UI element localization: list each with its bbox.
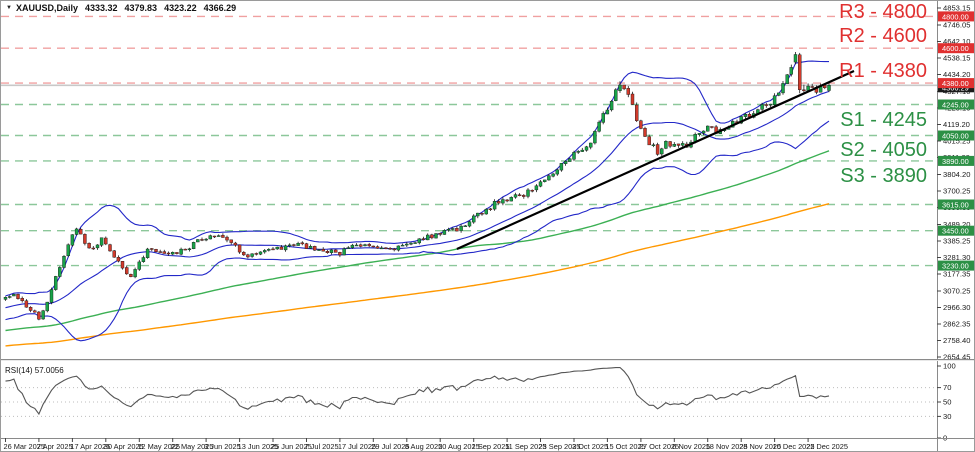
svg-text:27 Oct 2025: 27 Oct 2025 xyxy=(639,442,679,451)
svg-text:50: 50 xyxy=(943,398,951,407)
svg-text:23 Sep 2025: 23 Sep 2025 xyxy=(539,442,581,451)
svg-text:4642.10: 4642.10 xyxy=(943,37,970,46)
svg-text:3230.00: 3230.00 xyxy=(942,262,969,271)
chart-title-bar: ▼ XAUUSD,Daily 4333.32 4379.83 4323.22 4… xyxy=(6,3,236,13)
sr-label-S2[interactable]: S2 - 4050 xyxy=(840,139,927,162)
svg-text:2758.40: 2758.40 xyxy=(943,336,970,345)
svg-text:6 Nov 2025: 6 Nov 2025 xyxy=(672,442,710,451)
svg-text:2966.30: 2966.30 xyxy=(943,303,970,312)
svg-text:22 May 2025: 22 May 2025 xyxy=(171,442,214,451)
svg-text:4746.05: 4746.05 xyxy=(943,21,970,30)
svg-text:3385.25: 3385.25 xyxy=(943,237,970,246)
svg-text:7 Apr 2025: 7 Apr 2025 xyxy=(37,442,73,451)
svg-text:15 Oct 2025: 15 Oct 2025 xyxy=(605,442,645,451)
svg-text:4050.00: 4050.00 xyxy=(942,132,969,141)
svg-text:3 Oct 2025: 3 Oct 2025 xyxy=(572,442,608,451)
svg-text:29 Jul 2025: 29 Jul 2025 xyxy=(371,442,409,451)
svg-text:4538.15: 4538.15 xyxy=(943,54,970,63)
svg-text:4015.25: 4015.25 xyxy=(943,137,970,146)
ohlc-high: 4379.83 xyxy=(124,3,158,13)
svg-text:3177.35: 3177.35 xyxy=(943,270,970,279)
ohlc-close: 4366.29 xyxy=(203,3,237,13)
svg-text:17 Jul 2025: 17 Jul 2025 xyxy=(338,442,376,451)
svg-text:17 Apr 2025: 17 Apr 2025 xyxy=(70,442,110,451)
svg-text:2654.45: 2654.45 xyxy=(943,353,970,362)
svg-text:70: 70 xyxy=(943,383,951,392)
svg-text:20 Aug 2025: 20 Aug 2025 xyxy=(438,442,480,451)
svg-text:26 Mar 2025: 26 Mar 2025 xyxy=(4,442,46,451)
svg-text:3804.20: 3804.20 xyxy=(943,170,970,179)
collapse-arrow-icon[interactable]: ▼ xyxy=(6,5,12,11)
svg-text:11 Sep 2025: 11 Sep 2025 xyxy=(505,442,546,451)
sr-label-R2[interactable]: R2 - 4600 xyxy=(839,25,927,48)
svg-text:30: 30 xyxy=(943,412,951,421)
svg-text:4245.00: 4245.00 xyxy=(942,101,969,110)
svg-text:4853.15: 4853.15 xyxy=(943,4,970,13)
svg-text:7 Jul 2025: 7 Jul 2025 xyxy=(305,442,339,451)
svg-text:3700.25: 3700.25 xyxy=(943,187,970,196)
svg-text:25 Jun 2025: 25 Jun 2025 xyxy=(271,442,312,451)
svg-text:3890.00: 3890.00 xyxy=(942,157,969,166)
svg-text:4800.00: 4800.00 xyxy=(942,12,969,21)
svg-text:8 Aug 2025: 8 Aug 2025 xyxy=(405,442,442,451)
svg-text:4119.20: 4119.20 xyxy=(943,120,970,129)
svg-text:18 Nov 2025: 18 Nov 2025 xyxy=(706,442,748,451)
svg-text:10 Dec 2025: 10 Dec 2025 xyxy=(773,442,815,451)
svg-text:13 Jun 2025: 13 Jun 2025 xyxy=(238,442,279,451)
svg-text:30 Apr 2025: 30 Apr 2025 xyxy=(104,442,144,451)
svg-text:3615.00: 3615.00 xyxy=(942,201,969,210)
svg-text:4434.20: 4434.20 xyxy=(943,70,970,79)
svg-text:3281.30: 3281.30 xyxy=(943,253,970,262)
svg-text:100: 100 xyxy=(943,362,956,371)
svg-text:3489.20: 3489.20 xyxy=(943,220,970,229)
sr-label-S1[interactable]: S1 - 4245 xyxy=(840,108,927,131)
sr-label-S3[interactable]: S3 - 3890 xyxy=(840,164,927,187)
sr-label-R3[interactable]: R3 - 4800 xyxy=(839,1,927,23)
svg-text:3070.25: 3070.25 xyxy=(943,287,970,296)
svg-text:2862.35: 2862.35 xyxy=(943,320,970,329)
svg-text:28 Nov 2025: 28 Nov 2025 xyxy=(739,442,781,451)
svg-text:22 Dec 2025: 22 Dec 2025 xyxy=(806,442,848,451)
ohlc-low: 4323.22 xyxy=(164,3,197,13)
svg-text:4380.00: 4380.00 xyxy=(942,79,969,88)
ohlc-open: 4333.32 xyxy=(84,3,118,13)
rsi-indicator-label: RSI(14) 57.0056 xyxy=(5,366,64,375)
symbol-timeframe: XAUUSD,Daily xyxy=(15,3,78,13)
svg-text:3450.00: 3450.00 xyxy=(942,227,969,236)
svg-text:1 Sep 2025: 1 Sep 2025 xyxy=(472,442,510,451)
svg-text:4600.00: 4600.00 xyxy=(942,44,969,53)
svg-text:12 May 2025: 12 May 2025 xyxy=(137,442,180,451)
svg-text:3 Jun 2025: 3 Jun 2025 xyxy=(204,442,241,451)
sr-label-R1[interactable]: R1 - 4380 xyxy=(839,60,927,83)
